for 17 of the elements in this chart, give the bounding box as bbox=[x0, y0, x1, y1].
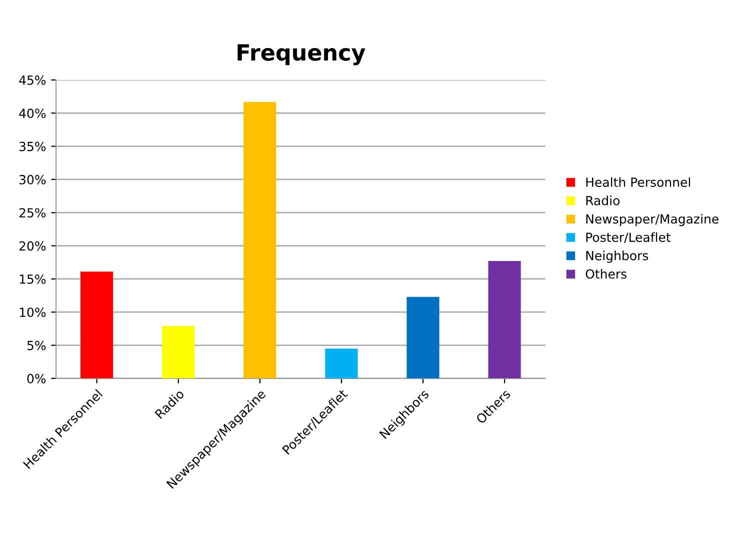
y-tick-label: 0% bbox=[27, 374, 46, 384]
y-tick-label: 35% bbox=[19, 142, 46, 152]
y-tick-label: 10% bbox=[20, 308, 46, 318]
legend-label: Radio bbox=[586, 196, 620, 206]
y-tick-label: 45% bbox=[19, 75, 46, 85]
y-tick-label: 15% bbox=[20, 274, 46, 284]
y-tick-label: 40% bbox=[19, 108, 46, 118]
legend-label: Health Personnel bbox=[586, 177, 690, 187]
legend-label: Others bbox=[586, 269, 626, 279]
legend-label: Newspaper/Magazine bbox=[586, 214, 718, 226]
chart-title: Frequency bbox=[238, 44, 366, 66]
y-tick-label: 25% bbox=[19, 208, 46, 218]
legend-label: Poster/Leaflet bbox=[586, 232, 671, 243]
y-tick-label: 20% bbox=[19, 241, 46, 251]
y-tick-label: 5% bbox=[27, 340, 46, 350]
legend-label: Neighbors bbox=[586, 250, 648, 263]
y-tick-label: 30% bbox=[19, 174, 46, 184]
